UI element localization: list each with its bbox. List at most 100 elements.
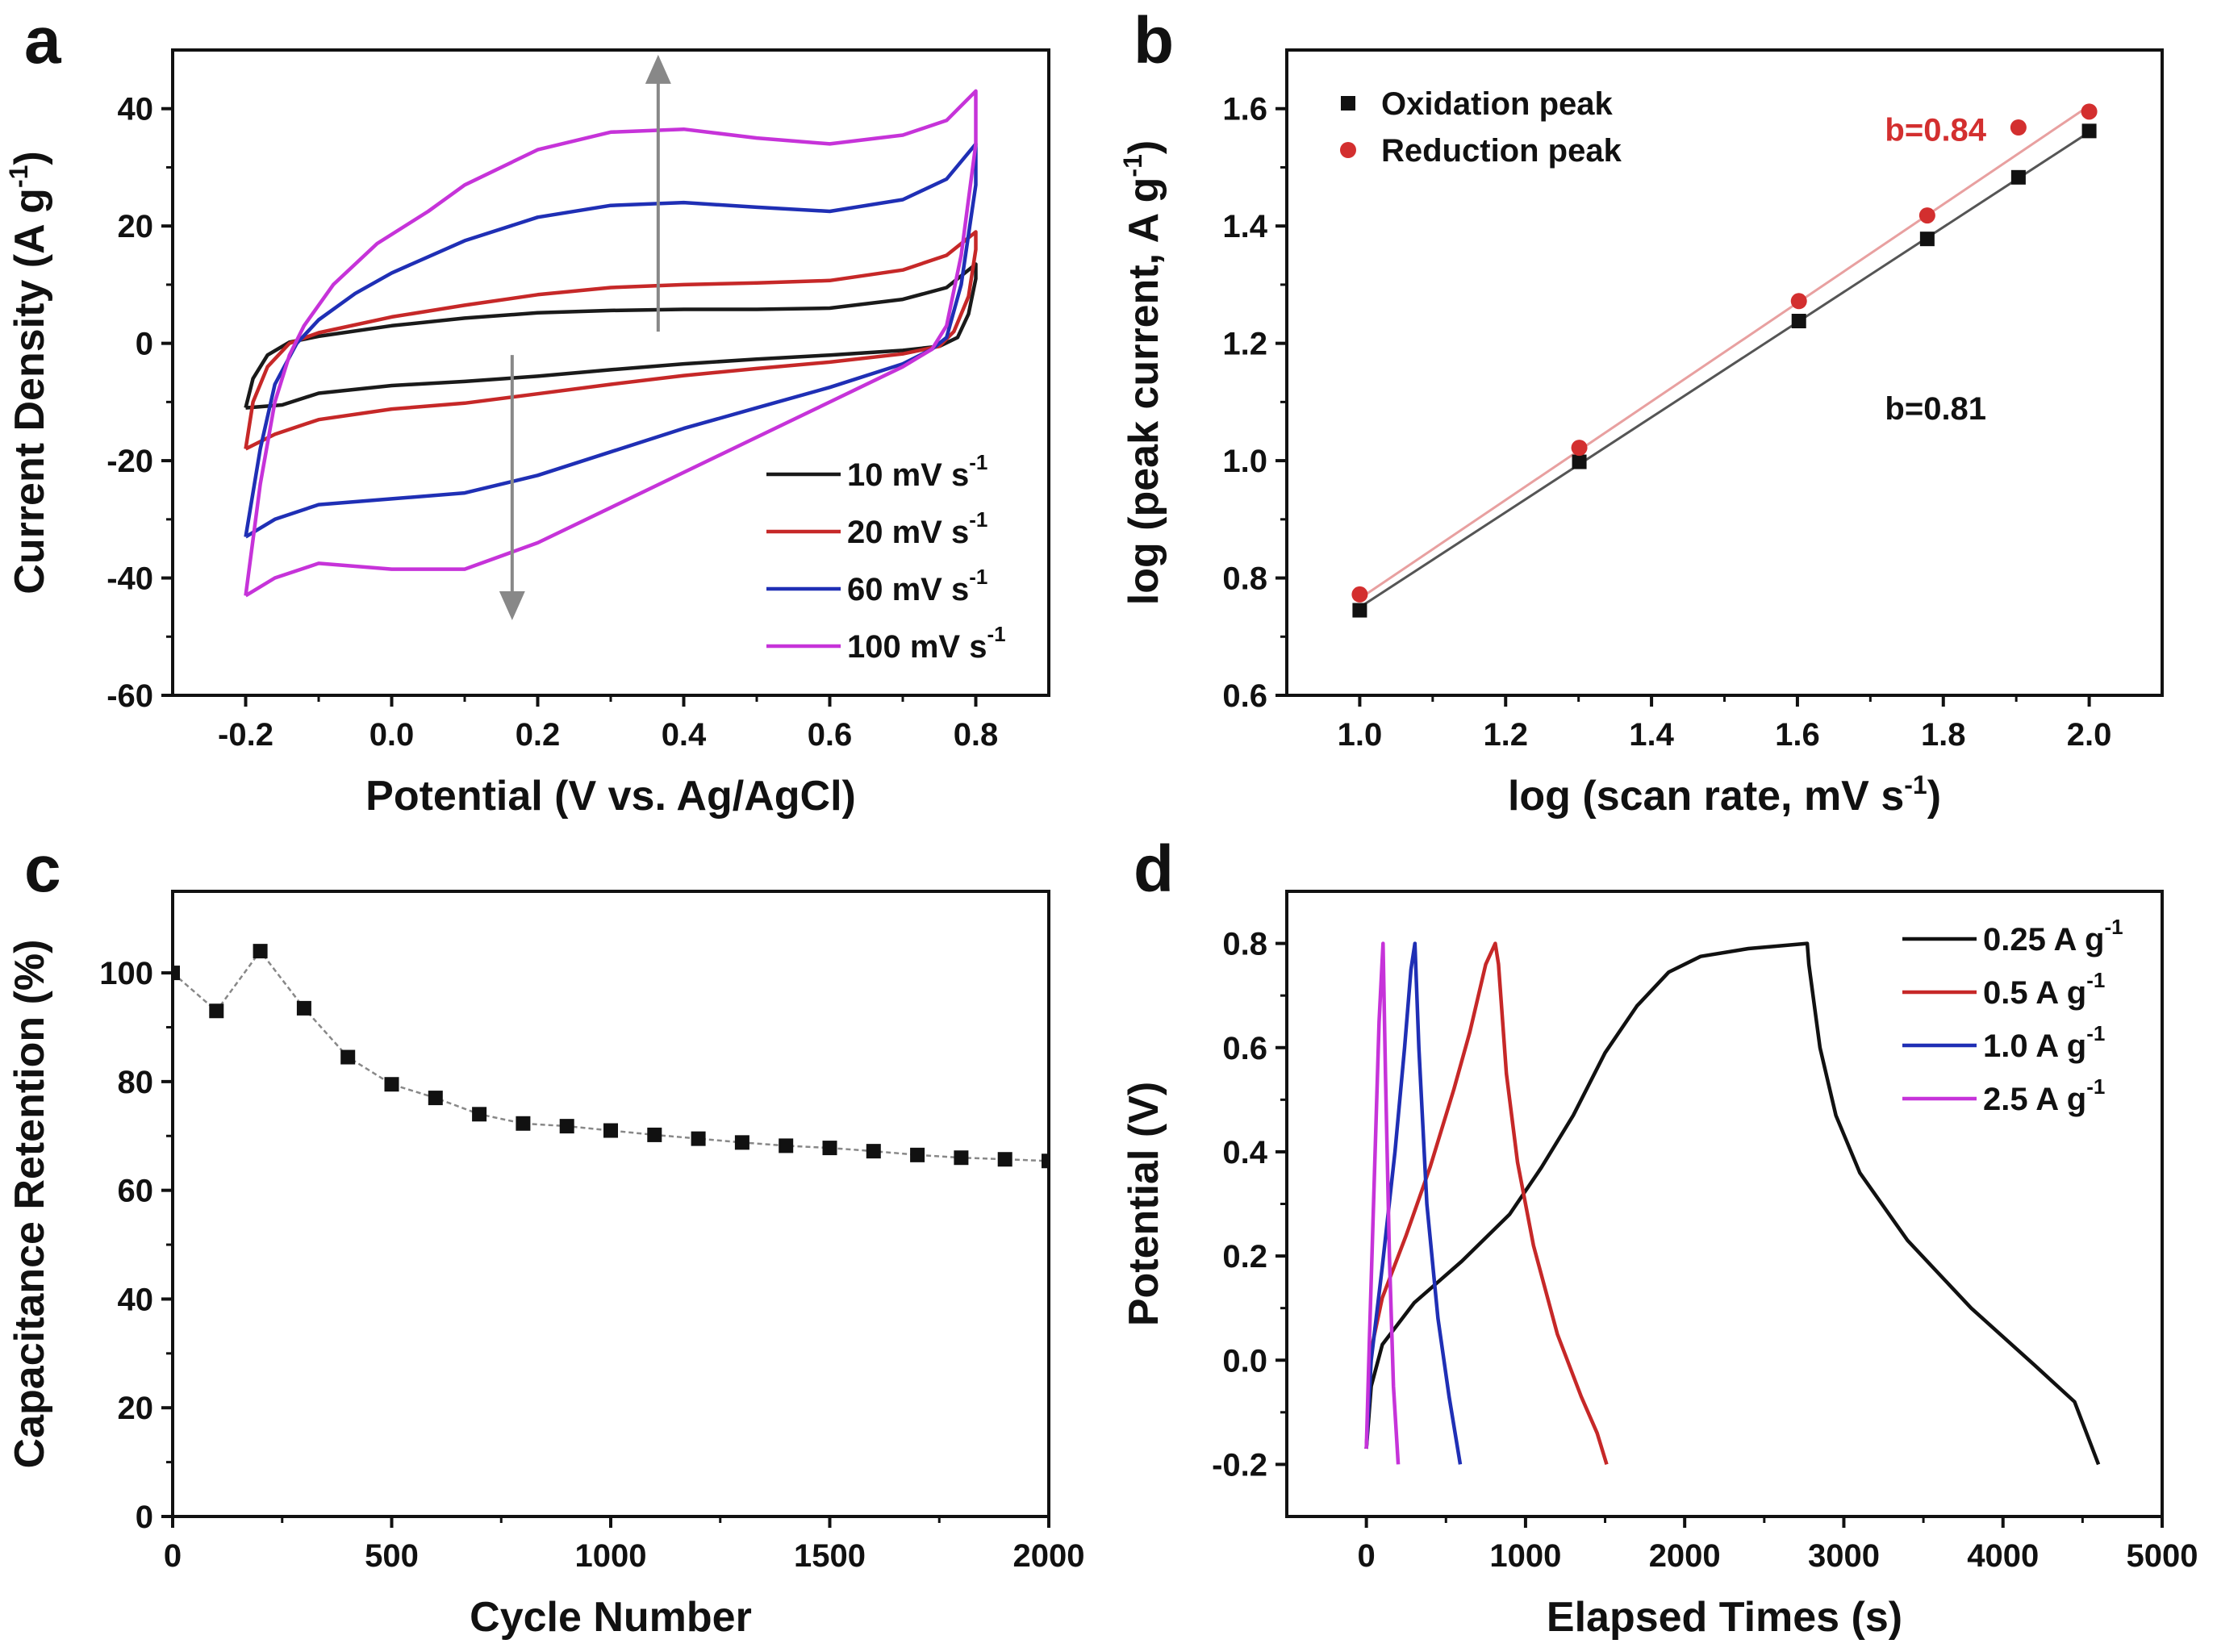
series-line-3 [1364,941,1401,1465]
x-axis-label: Cycle Number [470,1594,752,1641]
legend: Oxidation peak Reduction peak [1340,86,1622,169]
panel-c: c 0 500 1000 1500 2000 0 20 40 60 80 100 Cycle Numbe… [6,832,1084,1641]
x-tick-label: 500 [365,1538,419,1574]
data-point-reduction [1351,586,1368,603]
retention-point [209,1003,224,1019]
plot-area-c [173,944,1049,1169]
data-point-oxidation [1919,232,1935,247]
y-tick-label: 40 [118,1282,154,1317]
y-axis-label: Current Density (A g-1) [4,151,53,594]
y-tick-label: -20 [106,444,153,479]
y-tick-label: 0.6 [1222,678,1267,714]
y-tick-label: -0.2 [1212,1447,1267,1483]
y-tick-label: 1.4 [1222,209,1267,244]
panel-letter-b: b [1134,4,1174,77]
series-line-1 [244,230,978,451]
retention-line [173,949,1049,1162]
data-point-oxidation [1572,454,1587,469]
data-point-oxidation [2081,123,2097,139]
x-tick-label: 1.4 [1629,717,1674,753]
y-tick-label: -40 [106,561,153,597]
y-tick-label: 100 [99,956,153,991]
data-point-reduction [1918,207,1935,224]
legend-label-1: Reduction peak [1381,133,1622,169]
retention-point [647,1127,662,1142]
x-tick-label: 0.0 [370,717,415,753]
y-axis-label: log (peak current, A g-1) [1118,140,1167,605]
y-tick-label: 20 [118,1391,154,1426]
y-tick-label: 20 [118,209,154,244]
x-tick-label: 2000 [1649,1538,1721,1574]
panel-b: b 1.0 1.2 1.4 1.6 1.8 2.0 0.6 0.8 1.0 1.2 1.4 1.6 log… [1118,4,2164,820]
plot-frame [171,890,1050,1518]
plot-area-a [244,89,978,598]
series-line-2 [1364,941,1463,1465]
legend-label-2: 60 mV s-1 [847,565,987,607]
fit-line-0 [1359,131,2090,609]
x-tick-label: -0.2 [218,717,273,753]
retention-point [173,966,180,981]
data-point-oxidation [1352,603,1367,618]
annotation-1: b=0.81 [1885,391,1986,427]
y-tick-label: 0.4 [1222,1135,1267,1170]
y-tick-label: 40 [118,92,154,127]
x-tick-label: 1500 [794,1538,866,1574]
x-tick-label: 1.6 [1775,717,1820,753]
x-axis-label: Elapsed Times (s) [1547,1594,1902,1641]
legend-label-0: 10 mV s-1 [847,450,987,493]
legend-marker-0 [1341,96,1355,111]
series-line-0 [244,262,978,410]
data-point-oxidation [1791,314,1806,328]
retention-point [516,1116,531,1131]
x-tick-label: 0.4 [662,717,707,753]
retention-point [954,1150,969,1166]
panel-letter-a: a [24,4,62,77]
panel-letter-d: d [1134,832,1174,906]
panel-letter-c: c [24,832,61,906]
retention-point [822,1141,837,1156]
retention-point [603,1123,618,1138]
legend-label-0: Oxidation peak [1381,86,1613,122]
y-tick-label: 1.0 [1222,444,1267,479]
data-point-reduction [1571,440,1588,457]
legend: 0.25 A g-1 0.5 A g-1 1.0 A g-1 2.5 A g-1 [1902,915,2123,1117]
legend-label-2: 1.0 A g-1 [1983,1021,2105,1064]
x-axis-label: Potential (V vs. Ag/AgCl) [365,773,856,820]
y-tick-label: 1.6 [1222,92,1267,127]
panel-d: d 0 1000 2000 3000 4000 5000 -0.2 0.0 0.2 0.4 0.6 0.… [1121,832,2198,1641]
x-tick-label: 2000 [1013,1538,1085,1574]
retention-point [253,944,268,959]
legend-marker-1 [1340,142,1356,158]
x-tick-label: 1.8 [1921,717,1966,753]
y-tick-label: 0.8 [1222,561,1267,597]
x-tick-label: 0.6 [808,717,853,753]
retention-point [559,1119,574,1134]
retention-point [910,1147,925,1162]
y-tick-label: 0.2 [1222,1239,1267,1274]
y-tick-label: 60 [118,1174,154,1209]
y-tick-label: -60 [106,678,153,714]
x-tick-label: 1000 [1489,1538,1561,1574]
fit-line-1 [1359,104,2090,600]
annotation-0: b=0.84 [1885,113,1986,148]
x-tick-label: 1.2 [1483,717,1528,753]
series-line-1 [1364,941,1609,1466]
y-tick-label: 0.8 [1222,927,1267,962]
retention-point [779,1138,794,1153]
x-tick-label: 2.0 [2067,717,2112,753]
legend-label-3: 100 mV s-1 [847,622,1006,665]
x-tick-label: 5000 [2127,1538,2198,1574]
retention-point [866,1144,881,1159]
x-tick-label: 0 [164,1538,182,1574]
retention-point [691,1131,706,1146]
plot-area-b [1351,103,2098,618]
data-point-oxidation [2010,169,2026,185]
data-point-reduction [2010,119,2027,136]
plot-area-d [1364,941,2101,1466]
x-tick-label: 1000 [575,1538,647,1574]
x-tick-label: 1.0 [1338,717,1383,753]
x-tick-label: 0.2 [516,717,561,753]
data-point-reduction [1790,293,1807,310]
